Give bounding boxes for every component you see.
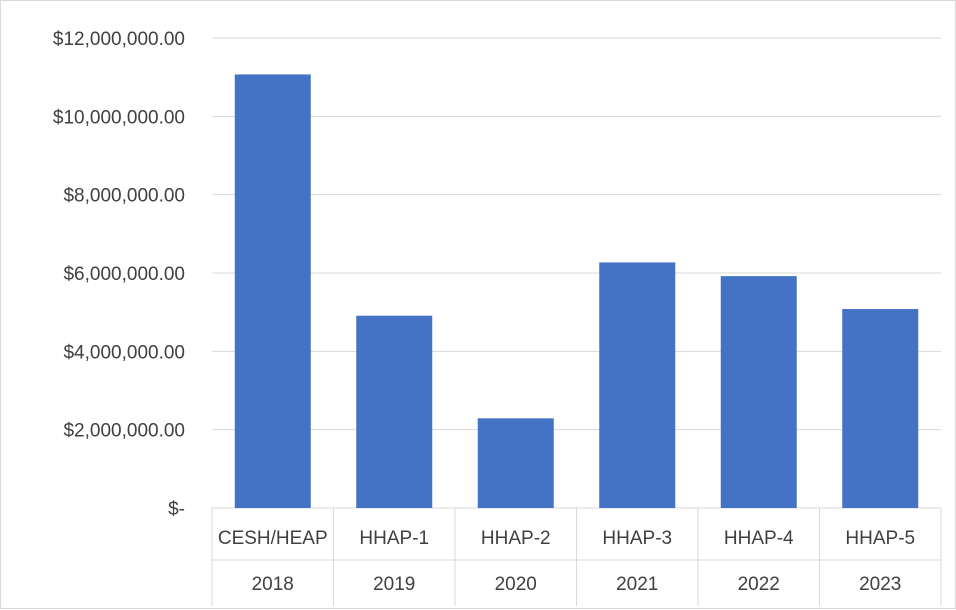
bar-4 (720, 276, 797, 508)
x-year-label-5: 2023 (859, 574, 901, 595)
bar-5 (842, 309, 919, 508)
y-tick-label-3: $6,000,000.00 (63, 264, 185, 285)
x-year-label-0: 2018 (252, 574, 294, 595)
x-category-label-2: HHAP-2 (481, 528, 551, 549)
x-category-label-0: CESH/HEAP (218, 528, 328, 549)
x-year-label-2: 2020 (495, 574, 537, 595)
x-category-label-5: HHAP-5 (845, 528, 915, 549)
bar-1 (356, 315, 433, 508)
y-tick-label-6: $12,000,000.00 (53, 29, 185, 50)
y-tick-label-2: $4,000,000.00 (63, 342, 185, 363)
x-category-label-4: HHAP-4 (724, 528, 794, 549)
x-category-label-1: HHAP-1 (359, 528, 429, 549)
x-year-label-3: 2021 (616, 574, 658, 595)
bar-3 (599, 262, 676, 508)
x-year-label-4: 2022 (738, 574, 780, 595)
y-tick-label-1: $2,000,000.00 (63, 421, 185, 442)
bar-2 (477, 418, 554, 508)
x-year-label-1: 2019 (373, 574, 415, 595)
x-category-label-3: HHAP-3 (602, 528, 672, 549)
y-tick-label-4: $8,000,000.00 (63, 186, 185, 207)
y-tick-label-5: $10,000,000.00 (53, 107, 185, 128)
bar-0 (234, 74, 311, 509)
y-tick-label-0: $- (168, 499, 185, 520)
